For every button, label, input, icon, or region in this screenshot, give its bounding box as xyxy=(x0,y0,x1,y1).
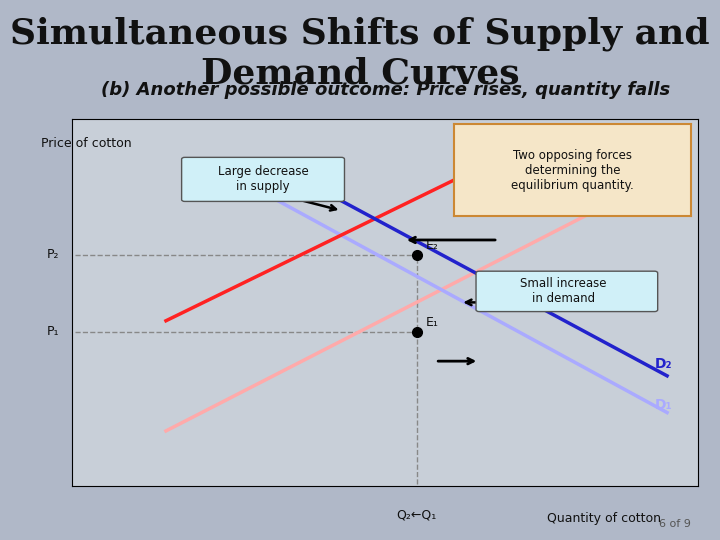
Text: Q₂←Q₁: Q₂←Q₁ xyxy=(397,508,436,521)
Text: Small increase
in demand: Small increase in demand xyxy=(521,278,607,306)
Text: Simultaneous Shifts of Supply and
Demand Curves: Simultaneous Shifts of Supply and Demand… xyxy=(10,17,710,90)
FancyBboxPatch shape xyxy=(181,157,344,201)
Text: D₂: D₂ xyxy=(654,357,672,372)
Text: Two opposing forces
determining the
equilibrium quantity.: Two opposing forces determining the equi… xyxy=(511,148,634,192)
Text: E₂: E₂ xyxy=(426,239,438,252)
Text: P₁: P₁ xyxy=(47,325,60,338)
Text: E₁: E₁ xyxy=(426,316,438,329)
Text: S₁: S₁ xyxy=(654,178,670,192)
Text: S₂: S₂ xyxy=(529,130,545,144)
FancyBboxPatch shape xyxy=(476,271,657,312)
Text: (b) Another possible outcome: Price rises, quantity falls: (b) Another possible outcome: Price rise… xyxy=(101,80,670,99)
Text: Quantity of cotton: Quantity of cotton xyxy=(547,512,662,525)
Text: 6 of 9: 6 of 9 xyxy=(660,519,691,529)
Text: P₂: P₂ xyxy=(47,248,60,261)
Text: D₁: D₁ xyxy=(654,398,672,412)
Text: Price of cotton: Price of cotton xyxy=(40,137,131,150)
Text: Large decrease
in supply: Large decrease in supply xyxy=(217,165,308,193)
